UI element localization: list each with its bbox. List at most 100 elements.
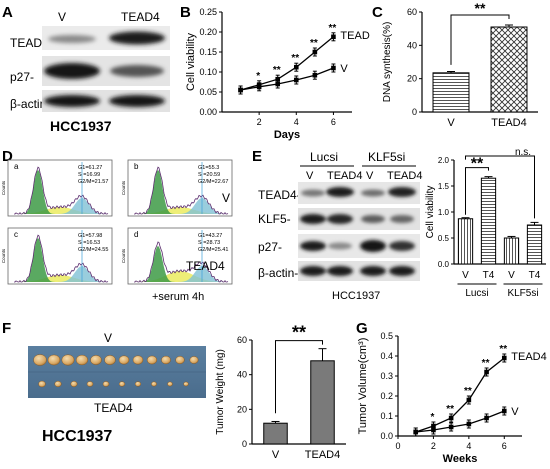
tumor-tead4 xyxy=(167,381,173,387)
panel-e-letter: E xyxy=(252,148,263,165)
panel-e-row-klf5: KLF5- xyxy=(258,212,291,226)
panel-a-col-tead4: TEAD4 xyxy=(121,10,160,24)
significance-mark: ** xyxy=(482,358,490,369)
x-tick-label: 4 xyxy=(294,117,299,127)
flow-stat: G1=57.98 xyxy=(78,233,102,239)
y-tick-label: 0 xyxy=(412,107,417,117)
y-axis-label: Cell viability xyxy=(185,32,197,91)
data-point xyxy=(275,76,281,82)
y-tick-label: 0.10 xyxy=(199,67,217,77)
x-tick-label: 0 xyxy=(395,441,400,451)
data-point xyxy=(312,49,318,55)
data-point xyxy=(501,408,507,414)
y-axis-label: DNA synthesis(%) xyxy=(382,22,393,103)
panel-f-cell-line: HCC1937 xyxy=(42,428,113,445)
significance-mark: ** xyxy=(291,53,299,64)
x-tick-label: 6 xyxy=(331,117,336,127)
panel-e-group-klf5si: KLF5si xyxy=(368,150,406,164)
significance-bracket xyxy=(465,167,489,215)
panel-e-blot xyxy=(298,182,420,281)
series-line-tead4 xyxy=(415,357,505,433)
y-tick-label: 0.5 xyxy=(438,234,450,243)
tumor-tead4 xyxy=(183,381,189,387)
flow-stat: S =20.59 xyxy=(198,172,220,178)
y-tick-label: 0.1 xyxy=(380,411,393,421)
y-axis-label: Tumor Weight (mg) xyxy=(215,349,226,435)
flow-histogram-outline xyxy=(14,166,109,215)
panel-a-row-actin: β-actin- xyxy=(10,97,51,111)
tumor-tead4 xyxy=(118,381,126,387)
panel-a-col-v: V xyxy=(58,10,67,24)
blot-e-band xyxy=(360,240,386,252)
blot-e-band xyxy=(327,266,353,276)
blot-e-band xyxy=(361,189,385,197)
flow-g2m-area xyxy=(48,198,108,214)
blot-e-band xyxy=(300,266,326,276)
significance-mark: ** xyxy=(499,344,507,355)
flow-plot-letter: b xyxy=(134,162,139,171)
tumor-v xyxy=(161,355,171,365)
panel-f-bar-chart: 0 20 40 60 Tumor Weight (mg) V TEAD4 ** xyxy=(215,323,346,461)
blot-a-band xyxy=(109,31,165,45)
panel-e-group-lucsi: Lucsi xyxy=(310,150,339,164)
flow-side-label: TEAD4 xyxy=(186,259,225,273)
significance-mark: ** xyxy=(464,386,472,397)
flow-stat: G1=61.27 xyxy=(78,165,102,171)
flow-stat: S =28.73 xyxy=(198,240,220,246)
bar-3 xyxy=(503,237,520,265)
data-point xyxy=(501,355,507,361)
flow-histogram-outline xyxy=(14,234,109,283)
panel-f-letter: F xyxy=(2,320,12,337)
panel-c-chart: 0 20 40 60 DNA synthesis(%) V TEAD4 ** xyxy=(382,0,538,129)
data-point xyxy=(293,64,299,70)
panel-b-chart: 0.00 0.05 0.10 0.15 0.20 0.25 2 4 6 Days Cell viab… xyxy=(185,7,370,141)
data-point xyxy=(293,77,299,83)
flow-g1-area xyxy=(134,170,228,214)
series-line-v xyxy=(415,410,505,433)
panel-e-row-tead4: TEAD4- xyxy=(258,188,301,202)
panel-e-cell-line: HCC1937 xyxy=(332,290,381,302)
bar-1 xyxy=(263,422,288,445)
data-point xyxy=(448,415,454,421)
bar-2 xyxy=(480,177,497,265)
blot-e-band xyxy=(390,215,414,223)
flow-stat: S =16.53 xyxy=(78,240,100,246)
x-axis-label: Weeks xyxy=(443,453,478,465)
category-label: V xyxy=(462,270,469,281)
y-tick-label: 0.0 xyxy=(438,260,450,269)
data-point xyxy=(466,421,472,427)
y-tick-label: 40 xyxy=(237,370,247,380)
flow-y-label: Counts xyxy=(1,248,6,263)
tumor-v xyxy=(90,355,102,365)
tumor-v xyxy=(104,355,116,365)
significance-bracket xyxy=(275,340,323,414)
y-tick-label: 1.0 xyxy=(438,208,450,217)
blot-e-band xyxy=(361,215,385,223)
series-label-tead4: TEAD4 xyxy=(511,351,546,363)
bar-2 xyxy=(490,26,528,113)
data-point xyxy=(331,34,336,40)
category-label: TEAD4 xyxy=(305,449,340,461)
tumor-v xyxy=(47,354,61,366)
blot-a-band xyxy=(48,35,96,43)
ns-mark: n.s. xyxy=(515,147,531,158)
flow-plot-letter: c xyxy=(14,230,18,239)
y-tick-label: 0.20 xyxy=(199,27,217,37)
panel-a-blot xyxy=(42,26,170,112)
panel-e-bar-chart: 0.0 0.5 1.0 1.5 2.0 Cell viability V T4 V T4 Lucsi… xyxy=(425,147,546,299)
flow-g1-area xyxy=(134,246,228,282)
panel-c-letter: C xyxy=(372,4,383,21)
flow-stat: G1=43.27 xyxy=(198,233,222,239)
panel-b-letter: B xyxy=(180,4,191,21)
flow-side-label: V xyxy=(222,191,230,205)
flow-y-label: Counts xyxy=(121,248,126,263)
y-tick-label: 60 xyxy=(237,335,247,345)
flow-stat: G1=55.3 xyxy=(198,165,219,171)
tumor-v xyxy=(189,356,199,364)
panel-a-row-p27: p27- xyxy=(10,70,35,84)
y-axis-label: Tumor Volume(cm³) xyxy=(357,338,369,435)
category-label: V xyxy=(272,449,280,461)
panel-f-top-label: V xyxy=(104,331,113,345)
